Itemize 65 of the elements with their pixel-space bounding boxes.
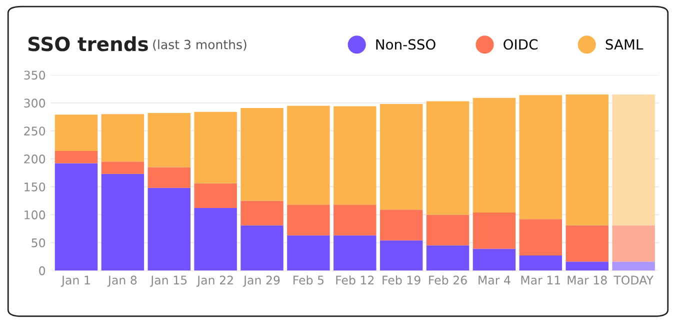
bar [519, 219, 562, 256]
bar [334, 235, 376, 271]
x-tick-label: Mar 11 [521, 276, 560, 285]
bar [240, 108, 284, 201]
x-tick-label: Feb 12 [336, 275, 374, 285]
y-tick-label: 50 [32, 238, 46, 248]
bar [334, 204, 376, 236]
bar [426, 245, 470, 271]
bar [101, 162, 144, 174]
x-tick-label: Mar 18 [568, 276, 607, 285]
x-tick-label: Feb 26 [429, 275, 467, 285]
bar [519, 95, 562, 220]
bar [194, 208, 237, 271]
bar [334, 106, 376, 205]
x-tick-label: Jan 1 [60, 276, 90, 287]
bar [287, 204, 330, 236]
y-tick-label: 150 [24, 182, 46, 192]
x-tick-label: Jan 15 [150, 276, 187, 287]
bar [287, 106, 330, 205]
bar [566, 94, 608, 226]
y-tick-label: 300 [24, 98, 46, 108]
bar [148, 167, 190, 188]
x-tick-label: Jan 8 [107, 276, 137, 287]
y-tick-label: 0 [39, 266, 46, 276]
bar [380, 240, 423, 271]
bar [472, 248, 516, 271]
bar [148, 188, 190, 271]
bar [472, 98, 516, 212]
bar [101, 114, 144, 162]
bar [54, 150, 98, 164]
bar [380, 104, 423, 210]
bar [287, 235, 330, 271]
bar [472, 212, 516, 249]
bar [101, 174, 144, 271]
x-tick-label: Jan 29 [242, 276, 280, 287]
bar [519, 255, 562, 271]
bar [426, 214, 470, 246]
legend-label: OIDC [504, 39, 538, 50]
bar [612, 94, 655, 226]
bar [566, 262, 608, 271]
x-tick-label: Jan 22 [196, 276, 233, 287]
bar [194, 183, 237, 208]
bar [426, 101, 470, 215]
bar [240, 225, 284, 271]
y-tick-label: 250 [24, 126, 46, 136]
chart-title: SSO trends [28, 36, 148, 52]
bar [566, 225, 608, 262]
bar [54, 163, 98, 271]
bar [194, 112, 237, 184]
y-tick-label: 200 [24, 154, 46, 164]
chart-subtitle: (last 3 months) [153, 40, 246, 51]
bar [380, 210, 423, 240]
bar [148, 112, 190, 168]
x-tick-label: Feb 19 [382, 275, 420, 285]
bar [54, 114, 98, 151]
bar [612, 262, 655, 271]
x-tick-label: TODAY [614, 276, 654, 285]
y-tick-label: 350 [24, 70, 46, 80]
legend-label: Non-SSO [376, 39, 436, 50]
x-tick-label: Feb 5 [294, 275, 324, 285]
bar [612, 225, 655, 262]
legend-label: SAML [606, 39, 644, 50]
y-tick-label: 100 [24, 210, 46, 220]
bar [240, 200, 284, 226]
x-tick-label: Mar 4 [478, 276, 510, 285]
